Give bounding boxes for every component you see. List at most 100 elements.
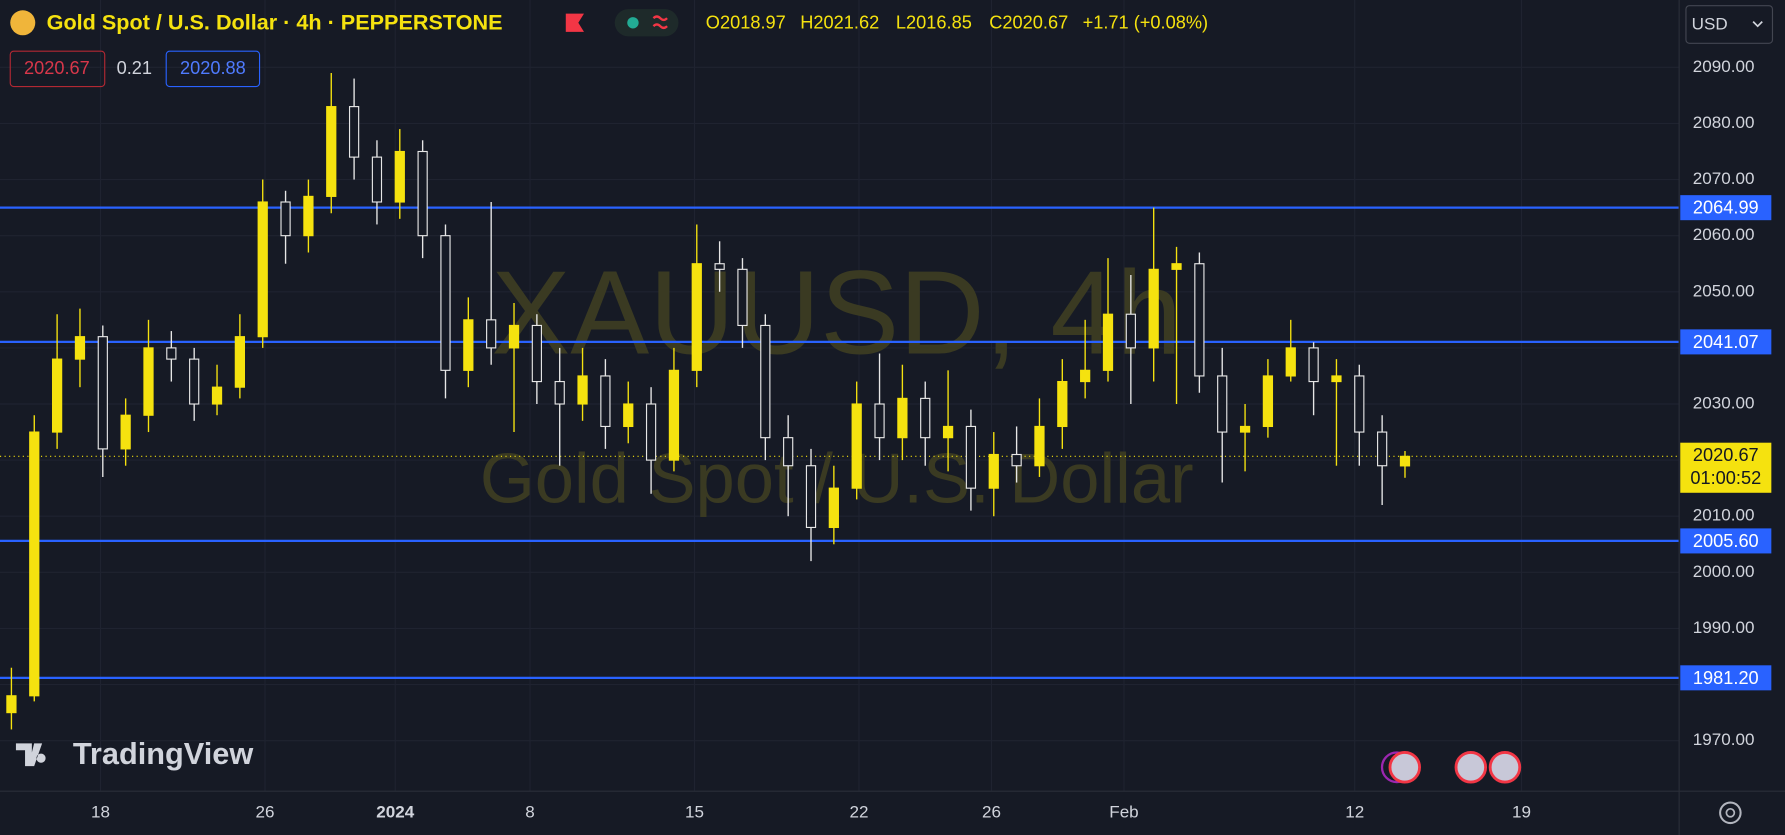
y-tick-label: 2080.00 [1693,113,1755,132]
event-icon[interactable] [1388,751,1421,784]
candle-body [326,106,337,197]
candle-body [74,336,86,360]
brand: TradingView [15,736,253,771]
ohlc-change: +1.71 (+0.08%) [1083,13,1208,33]
x-tick-label: 8 [525,802,535,821]
candle-body [280,201,291,237]
candle-body [1011,453,1022,467]
event-icon[interactable] [1454,751,1488,784]
settings-ring [1719,801,1742,825]
candle-body [143,347,154,416]
candle-body [668,369,680,461]
candle-body [988,453,999,489]
y-tick-label: 1970.00 [1693,730,1755,749]
spread: 0.21 [117,58,152,78]
x-tick-label: 26 [982,802,1001,821]
header: Gold Spot / U.S. Dollar · 4h · PEPPERSTO… [9,5,1774,88]
candle-body [920,397,931,439]
ohlc-low: L2016.85 [896,13,972,33]
y-tick-label: 2000.00 [1693,562,1755,581]
bid-price: 2020.67 [24,58,90,78]
candle-body [1399,455,1411,467]
candle-body [371,156,383,203]
candle-body [1194,263,1205,377]
x-tick-label: 26 [256,802,275,821]
candle-body [29,431,40,697]
y-tick-label: 2090.00 [1693,57,1755,76]
candle-body [851,403,862,489]
candle-body [1171,263,1182,270]
candle-body [1262,375,1274,428]
candle-body [828,487,839,529]
ohlc-high: H2021.62 [800,13,879,33]
candle-body [508,324,520,349]
event-icon[interactable] [1488,751,1522,784]
bid-box[interactable] [9,50,106,88]
candle-body [737,268,748,327]
candle-body [942,425,954,439]
ask-price: 2020.88 [180,58,246,78]
price-countdown: 01:00:52 [1690,468,1761,488]
candle-body [6,695,17,714]
candle-body [1377,431,1388,467]
candle-body [691,263,702,371]
candle-body [1239,425,1251,433]
level-label-box [1680,528,1772,554]
candle-body [554,380,565,405]
candle-body [97,336,108,450]
candle-body [303,195,314,237]
candle-body [645,403,657,461]
dropdown-arrow [1752,21,1763,28]
candle-body [965,425,977,489]
ohlc-open: O2018.97 [706,13,786,33]
status-dot [627,17,639,29]
price-label-box [1680,442,1772,493]
levels [0,206,1680,679]
candle-body [783,437,794,467]
x-tick-label: 15 [685,802,704,821]
candle-body [463,319,474,371]
x-tick-label: 19 [1512,802,1531,821]
candle-body [417,150,428,237]
candle-body [1057,380,1068,428]
level-label-box [1680,195,1772,221]
event-icons [1380,751,1522,784]
flag-icon [565,13,584,32]
candle-body [897,397,908,439]
x-tick-label: Feb [1109,802,1138,821]
price-label: 2020.67 [1693,445,1759,465]
candle-body [234,336,245,388]
level-label: 2064.99 [1693,198,1759,218]
candle-body [1354,375,1365,433]
candles [6,72,1411,730]
candle-body [531,324,542,383]
candle-body [486,319,497,349]
watermark: XAUUSD, 4h Gold Spot / U.S. Dollar [480,247,1194,517]
brand-name: TradingView [73,736,253,771]
status-pill[interactable] [614,9,679,37]
y-tick-label: 1990.00 [1693,618,1755,637]
ask-box[interactable] [165,50,261,88]
symbol-icon [10,10,36,36]
currency-select[interactable] [1685,5,1774,44]
settings-icon[interactable] [1719,801,1742,825]
candle-body [1285,347,1296,377]
candle-body [394,150,405,203]
candle-body [120,414,131,450]
candle-body [166,347,177,360]
y-tick-label: 2070.00 [1693,169,1755,188]
y-tick-label: 2030.00 [1693,394,1755,413]
candle-body [1308,347,1319,383]
axes: 1970.001980.001990.002000.002010.002020.… [91,57,1772,821]
candle-body [1217,375,1228,433]
level-label-box [1680,329,1772,355]
brand-logo [15,743,46,767]
candle-body [257,201,268,338]
settings-core [1725,807,1736,818]
x-tick-label: 18 [91,802,110,821]
candle-body [623,403,634,428]
level-label: 1981.20 [1693,668,1759,688]
candle-body [1331,375,1342,383]
candle-body [1148,268,1159,349]
